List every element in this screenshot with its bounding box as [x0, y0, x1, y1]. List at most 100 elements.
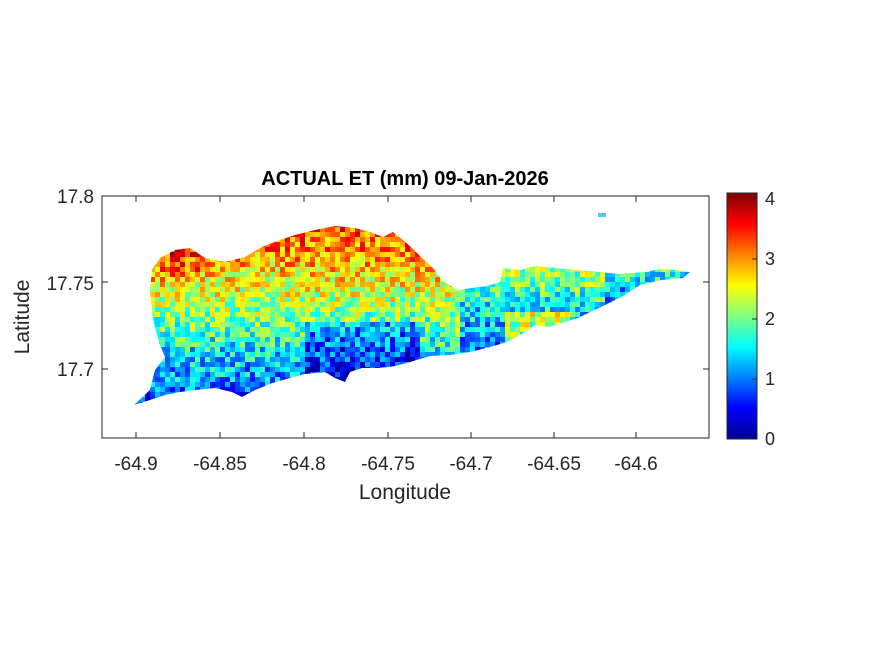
- heatmap-cell: [310, 282, 316, 288]
- heatmap-cell: [265, 362, 271, 368]
- heatmap-cell: [445, 302, 451, 308]
- heatmap-cell: [185, 302, 191, 308]
- heatmap-cell: [665, 267, 671, 273]
- heatmap-cell: [280, 367, 286, 373]
- heatmap-cell: [445, 297, 451, 303]
- heatmap-cell: [200, 342, 206, 348]
- heatmap-cell: [525, 312, 531, 318]
- heatmap-cell: [390, 272, 396, 278]
- heatmap-cell: [195, 257, 201, 263]
- heatmap-cell: [370, 347, 376, 353]
- islet-patch: [598, 213, 606, 217]
- heatmap-cell: [290, 247, 296, 253]
- heatmap-cell: [270, 312, 276, 318]
- heatmap-cell: [155, 387, 161, 393]
- heatmap-cell: [200, 287, 206, 293]
- heatmap-cell: [325, 332, 331, 338]
- heatmap-cell: [470, 342, 476, 348]
- heatmap-cell: [150, 387, 156, 393]
- heatmap-cell: [345, 287, 351, 293]
- heatmap-cell: [320, 327, 326, 333]
- heatmap-cell: [525, 302, 531, 308]
- x-tick-label: -64.8: [282, 454, 325, 475]
- heatmap-cell: [350, 347, 356, 353]
- heatmap-cell: [535, 322, 541, 328]
- heatmap-cell: [235, 327, 241, 333]
- heatmap-cell: [410, 302, 416, 308]
- heatmap-cell: [205, 272, 211, 278]
- heatmap-cell: [465, 317, 471, 323]
- heatmap-cell: [415, 322, 421, 328]
- heatmap-cell: [240, 352, 246, 358]
- heatmap-cell: [165, 307, 171, 313]
- heatmap-cell: [375, 277, 381, 283]
- heatmap-cell: [180, 317, 186, 323]
- heatmap-cell: [230, 332, 236, 338]
- heatmap-cell: [545, 282, 551, 288]
- heatmap-cell: [485, 312, 491, 318]
- heatmap-cell: [185, 367, 191, 373]
- heatmap-cell: [170, 287, 176, 293]
- heatmap-cell: [585, 287, 591, 293]
- heatmap-cell: [415, 287, 421, 293]
- heatmap-cell: [415, 262, 421, 268]
- heatmap-cell: [335, 297, 341, 303]
- heatmap-cell: [235, 377, 241, 383]
- heatmap-cell: [400, 292, 406, 298]
- heatmap-cell: [250, 277, 256, 283]
- heatmap-cell: [230, 272, 236, 278]
- heatmap-cell: [170, 322, 176, 328]
- heatmap-cell: [330, 257, 336, 263]
- heatmap-cell: [365, 252, 371, 258]
- heatmap-cell: [455, 317, 461, 323]
- heatmap-cell: [330, 287, 336, 293]
- heatmap-cell: [220, 292, 226, 298]
- heatmap-cell: [380, 342, 386, 348]
- heatmap-cell: [260, 322, 266, 328]
- heatmap-cell: [300, 357, 306, 363]
- heatmap-cell: [425, 337, 431, 343]
- heatmap-cell: [270, 327, 276, 333]
- heatmap-cell: [170, 347, 176, 353]
- heatmap-cell: [210, 332, 216, 338]
- heatmap-cell: [340, 297, 346, 303]
- heatmap-cell: [370, 312, 376, 318]
- heatmap-cell: [505, 322, 511, 328]
- heatmap-cell: [280, 302, 286, 308]
- heatmap-cell: [585, 297, 591, 303]
- heatmap-cell: [345, 272, 351, 278]
- heatmap-cell: [385, 267, 391, 273]
- heatmap-cell: [300, 282, 306, 288]
- heatmap-cell: [475, 297, 481, 303]
- heatmap-cell: [410, 347, 416, 353]
- heatmap-cell: [370, 357, 376, 363]
- heatmap-cell: [575, 292, 581, 298]
- heatmap-cell: [325, 232, 331, 238]
- heatmap-cell: [350, 362, 356, 368]
- heatmap-cell: [220, 387, 226, 393]
- heatmap-cell: [225, 367, 231, 373]
- heatmap-cell: [280, 282, 286, 288]
- heatmap-cell: [300, 252, 306, 258]
- heatmap-cell: [160, 362, 166, 368]
- heatmap-cell: [485, 317, 491, 323]
- heatmap-cell: [350, 352, 356, 358]
- heatmap-cell: [270, 362, 276, 368]
- heatmap-cell: [455, 337, 461, 343]
- heatmap-cell: [285, 317, 291, 323]
- heatmap-cell: [355, 257, 361, 263]
- heatmap-cell: [250, 352, 256, 358]
- heatmap-cell: [390, 237, 396, 243]
- heatmap-cell: [285, 257, 291, 263]
- heatmap-cell: [175, 272, 181, 278]
- heatmap-cell: [490, 302, 496, 308]
- heatmap-cell: [255, 272, 261, 278]
- heatmap-cell: [595, 287, 601, 293]
- heatmap-cell: [270, 347, 276, 353]
- y-axis-label: Latitude: [11, 280, 34, 355]
- heatmap-cell: [230, 307, 236, 313]
- heatmap-cell: [285, 287, 291, 293]
- heatmap-cell: [440, 297, 446, 303]
- heatmap-cell: [480, 332, 486, 338]
- heatmap-cell: [235, 357, 241, 363]
